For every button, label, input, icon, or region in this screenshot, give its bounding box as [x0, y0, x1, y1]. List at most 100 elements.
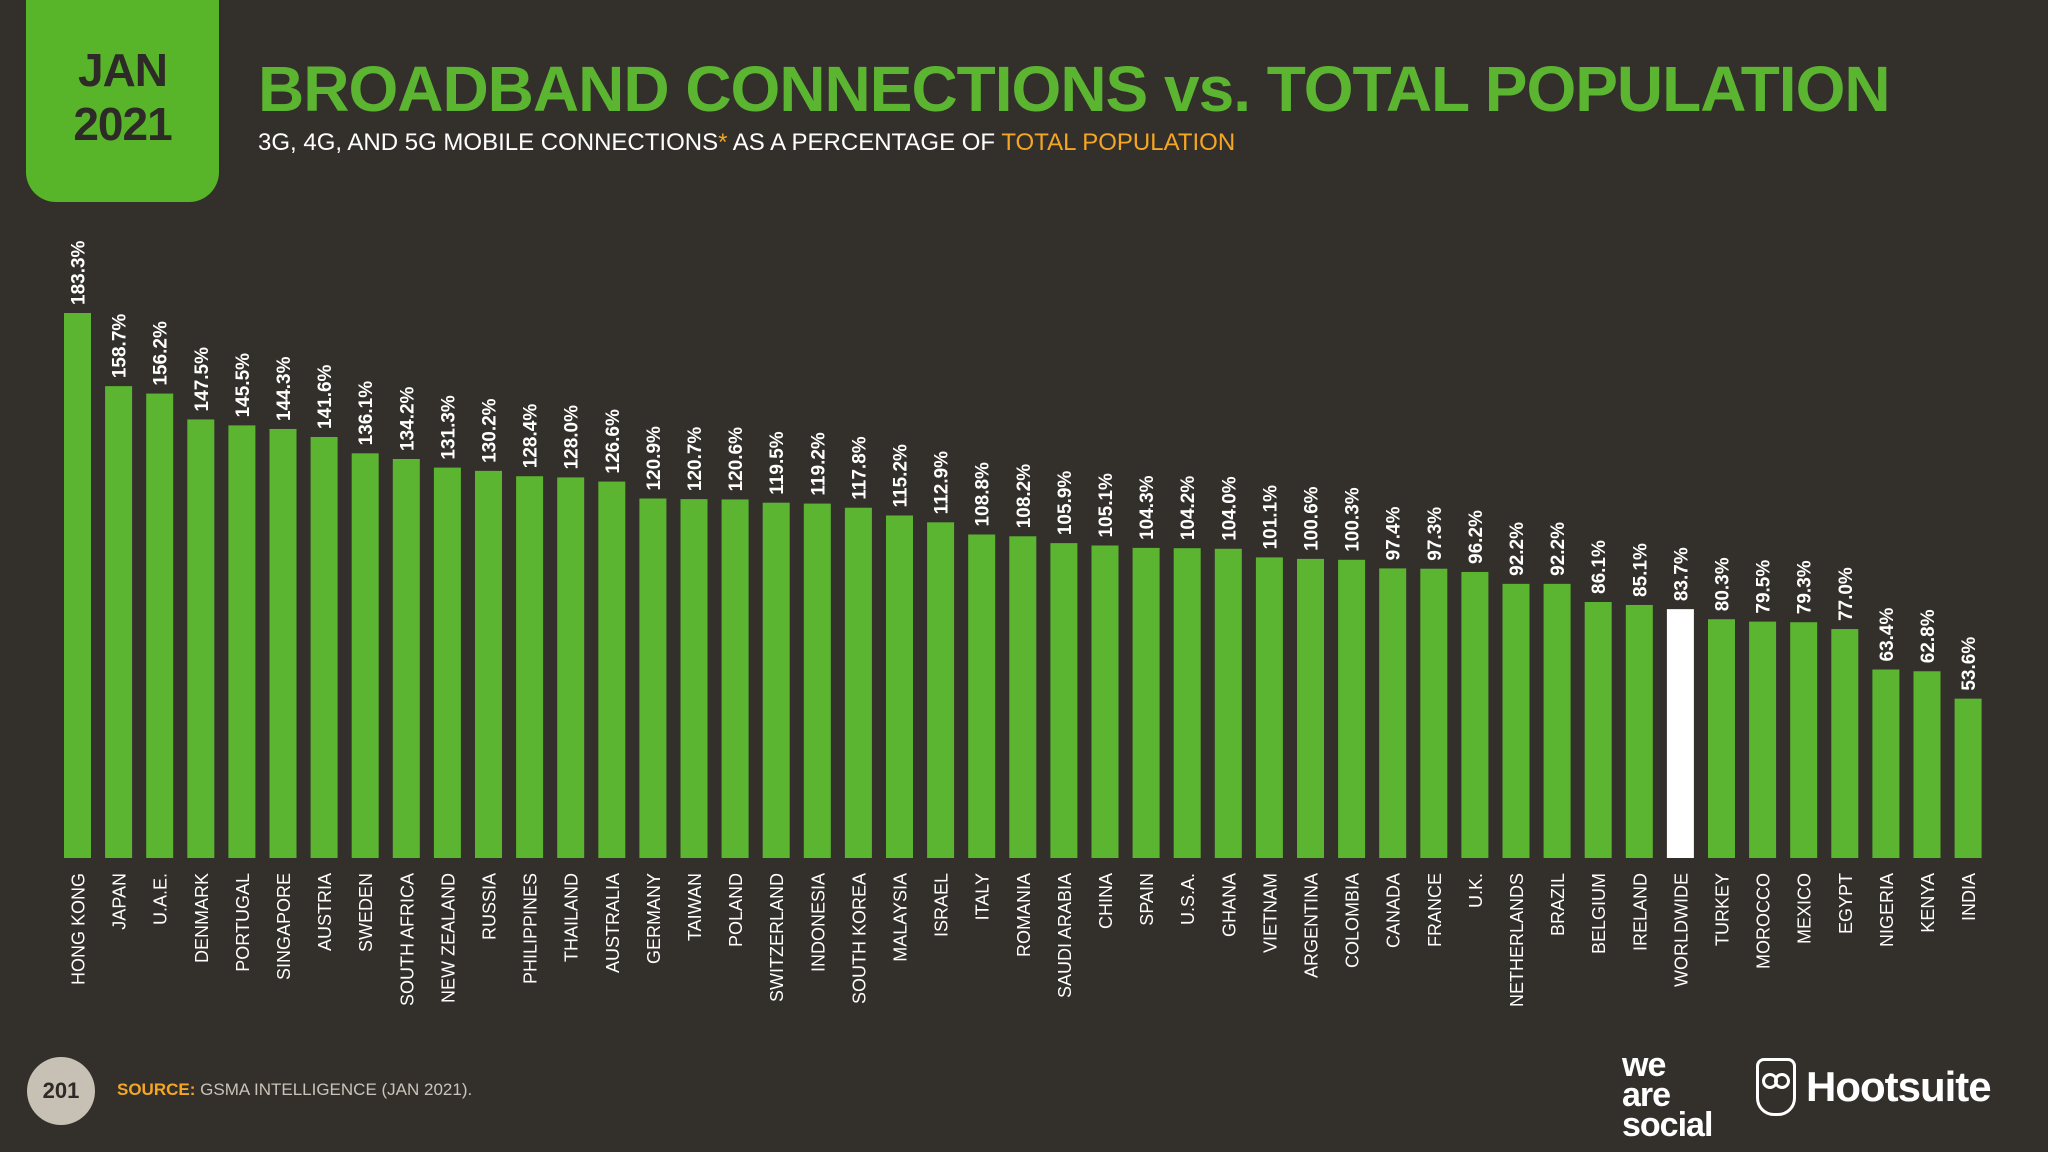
data-label: 158.7%	[110, 314, 131, 379]
bar	[927, 522, 955, 858]
bar	[1543, 583, 1571, 858]
bar	[803, 503, 831, 858]
category-label: COLOMBIA	[1343, 873, 1363, 968]
category-label: RUSSIA	[480, 873, 500, 940]
data-label: 80.3%	[1713, 557, 1734, 611]
data-label: 53.6%	[1959, 637, 1980, 691]
bar	[844, 507, 872, 858]
category-label: INDIA	[1959, 873, 1979, 921]
data-label: 120.9%	[644, 426, 665, 491]
bar	[1872, 669, 1900, 858]
data-label: 63.4%	[1877, 608, 1898, 662]
category-label: ITALY	[973, 873, 993, 920]
category-label: SPAIN	[1137, 873, 1157, 926]
data-label: 97.3%	[1425, 507, 1446, 561]
bar	[1173, 548, 1201, 858]
bar	[639, 498, 667, 858]
category-label: ISRAEL	[932, 873, 952, 937]
data-label: 112.9%	[932, 451, 953, 514]
category-label: JAPAN	[110, 873, 130, 930]
bar	[516, 476, 544, 858]
category-label: CHINA	[1096, 873, 1116, 929]
bar	[228, 425, 256, 858]
category-label: GHANA	[1219, 873, 1239, 937]
category-label: VIETNAM	[1260, 873, 1280, 953]
data-label: 144.3%	[274, 356, 295, 421]
bar	[1831, 629, 1859, 858]
category-label: AUSTRIA	[315, 873, 335, 951]
bar	[187, 419, 215, 858]
data-label: 105.1%	[1096, 473, 1117, 538]
bar	[310, 436, 338, 858]
category-label: AUSTRALIA	[603, 873, 623, 973]
data-label: 77.0%	[1836, 567, 1857, 621]
category-label: SWITZERLAND	[767, 873, 787, 1002]
category-label: EGYPT	[1836, 873, 1856, 934]
subtitle-asterisk: *	[718, 129, 728, 156]
bar	[762, 502, 790, 858]
data-label: 108.8%	[973, 462, 994, 527]
bar	[1255, 557, 1283, 858]
category-label: FRANCE	[1425, 873, 1445, 947]
wearesocial-logo: we are social	[1622, 1048, 1713, 1144]
data-label: 105.9%	[1055, 471, 1076, 536]
data-label: 117.8%	[849, 436, 870, 499]
data-label: 131.3%	[438, 395, 459, 460]
bar	[968, 534, 996, 858]
category-label: GERMANY	[644, 873, 664, 964]
hootsuite-wordmark: Hootsuite	[1806, 1063, 1992, 1110]
bar	[1708, 619, 1735, 858]
data-label: 119.5%	[767, 431, 788, 494]
date-badge-year: 2021	[73, 98, 172, 150]
bar	[886, 515, 913, 858]
data-label: 130.2%	[480, 398, 501, 463]
bar	[1749, 621, 1777, 858]
bar	[64, 313, 91, 858]
bar	[1790, 622, 1818, 858]
subtitle-text: 3G, 4G, AND 5G MOBILE CONNECTIONS	[258, 129, 719, 156]
data-label: 115.2%	[891, 444, 912, 507]
bar	[1584, 602, 1612, 858]
bar	[105, 386, 133, 858]
page-title: BROADBAND CONNECTIONS vs. TOTAL POPULATI…	[258, 53, 1891, 125]
bar	[1379, 568, 1407, 858]
page-subtitle: 3G, 4G, AND 5G MOBILE CONNECTIONS* AS A …	[258, 129, 1235, 157]
data-label: 141.6%	[315, 364, 336, 429]
bar	[1954, 698, 1982, 858]
hootsuite-logo: Hootsuite	[1756, 1058, 1992, 1116]
data-label: 86.1%	[1589, 540, 1610, 594]
category-label: SINGAPORE	[274, 873, 294, 980]
wearesocial-logo-line: social	[1622, 1106, 1713, 1144]
data-label: 85.1%	[1630, 543, 1651, 597]
category-label: U.A.E.	[151, 873, 171, 925]
page-number: 201	[27, 1057, 95, 1125]
data-label: 79.3%	[1795, 560, 1816, 614]
category-label: NEW ZEALAND	[438, 873, 458, 1003]
category-label: THAILAND	[562, 873, 582, 962]
data-label: 104.0%	[1219, 476, 1240, 541]
subtitle-highlight: TOTAL POPULATION	[1001, 129, 1236, 156]
source-label: SOURCE:	[117, 1080, 196, 1099]
bar	[1338, 559, 1366, 858]
bar	[1050, 543, 1078, 858]
bar	[269, 428, 297, 858]
data-label: 145.5%	[233, 353, 254, 418]
data-label: 79.5%	[1754, 560, 1775, 614]
category-label: MALAYSIA	[891, 873, 911, 962]
data-label: 104.3%	[1137, 475, 1158, 540]
bar	[1091, 545, 1119, 858]
bar	[721, 499, 749, 858]
bar	[1297, 558, 1324, 858]
category-label: NETHERLANDS	[1507, 873, 1527, 1007]
bar	[1214, 548, 1242, 858]
category-label: MOROCCO	[1754, 873, 1774, 969]
bar	[1009, 536, 1037, 858]
bars-group	[64, 313, 1982, 858]
category-label: SAUDI ARABIA	[1055, 873, 1075, 998]
bar	[433, 467, 461, 858]
data-label: 83.7%	[1671, 547, 1692, 601]
data-label: 104.2%	[1178, 476, 1199, 541]
category-label: U.K.	[1466, 873, 1486, 908]
date-badge-month: JAN	[77, 44, 168, 96]
